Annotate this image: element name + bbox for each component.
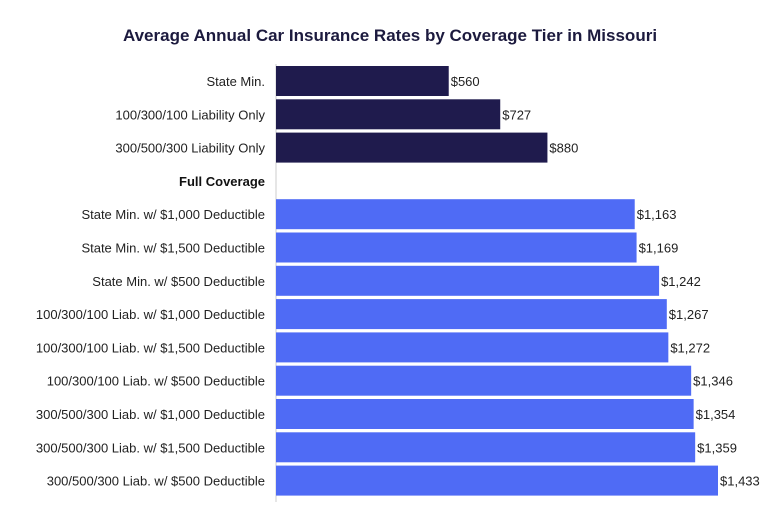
bar-300-500-300-liab-w-500-deductible	[276, 465, 718, 496]
bar-state-min-w-1-000-deductible	[276, 199, 635, 230]
category-label-300-500-300-liab-w-1-500-deductible: 300/500/300 Liab. w/ $1,500 Deductible	[36, 440, 265, 455]
value-label-state-min-w-500-deductible: $1,242	[661, 274, 701, 289]
category-label-state-min-w-1-500-deductible: State Min. w/ $1,500 Deductible	[81, 241, 265, 256]
category-label-100-300-100-liability-only: 100/300/100 Liability Only	[115, 107, 265, 122]
category-label-300-500-300-liab-w-500-deductible: 300/500/300 Liab. w/ $500 Deductible	[47, 474, 265, 489]
bar-state-min	[276, 66, 449, 96]
category-label-state-min-w-1-000-deductible: State Min. w/ $1,000 Deductible	[81, 207, 265, 222]
category-label-300-500-300-liab-w-1-000-deductible: 300/500/300 Liab. w/ $1,000 Deductible	[36, 407, 265, 422]
bar-100-300-100-liab-w-500-deductible	[276, 365, 692, 396]
value-label-100-300-100-liab-w-500-deductible: $1,346	[693, 374, 733, 389]
value-label-300-500-300-liab-w-1-000-deductible: $1,354	[696, 407, 736, 422]
bar-300-500-300-liab-w-1-000-deductible	[276, 399, 694, 429]
value-label-300-500-300-liab-w-1-500-deductible: $1,359	[697, 440, 737, 455]
bar-100-300-100-liab-w-1-000-deductible	[276, 299, 667, 330]
category-label-300-500-300-liability-only: 300/500/300 Liability Only	[115, 141, 265, 156]
chart-rows: State Min. $560 100/300/100 Liability Only…	[36, 66, 760, 496]
bar-300-500-300-liability-only	[276, 132, 548, 163]
value-label-state-min-w-1-000-deductible: $1,163	[637, 207, 677, 222]
category-label-state-min: State Min.	[206, 74, 265, 89]
value-label-300-500-300-liab-w-500-deductible: $1,433	[720, 474, 760, 489]
chart-title: Average Annual Car Insurance Rates by Co…	[123, 26, 657, 45]
value-label-state-min: $560	[451, 74, 480, 89]
category-label-100-300-100-liab-w-500-deductible: 100/300/100 Liab. w/ $500 Deductible	[47, 374, 265, 389]
bar-state-min-w-500-deductible	[276, 265, 660, 296]
group-header-label: Full Coverage	[179, 174, 265, 189]
value-label-300-500-300-liability-only: $880	[549, 141, 578, 156]
bar-state-min-w-1-500-deductible	[276, 232, 637, 263]
value-label-state-min-w-1-500-deductible: $1,169	[639, 241, 679, 256]
bar-100-300-100-liability-only	[276, 99, 501, 130]
value-label-100-300-100-liab-w-1-500-deductible: $1,272	[670, 340, 710, 355]
bar-100-300-100-liab-w-1-500-deductible	[276, 332, 669, 363]
value-label-100-300-100-liab-w-1-000-deductible: $1,267	[669, 307, 709, 322]
value-label-100-300-100-liability-only: $727	[502, 107, 531, 122]
bar-300-500-300-liab-w-1-500-deductible	[276, 432, 696, 463]
category-label-100-300-100-liab-w-1-000-deductible: 100/300/100 Liab. w/ $1,000 Deductible	[36, 307, 265, 322]
category-label-100-300-100-liab-w-1-500-deductible: 100/300/100 Liab. w/ $1,500 Deductible	[36, 340, 265, 355]
category-label-state-min-w-500-deductible: State Min. w/ $500 Deductible	[92, 274, 265, 289]
